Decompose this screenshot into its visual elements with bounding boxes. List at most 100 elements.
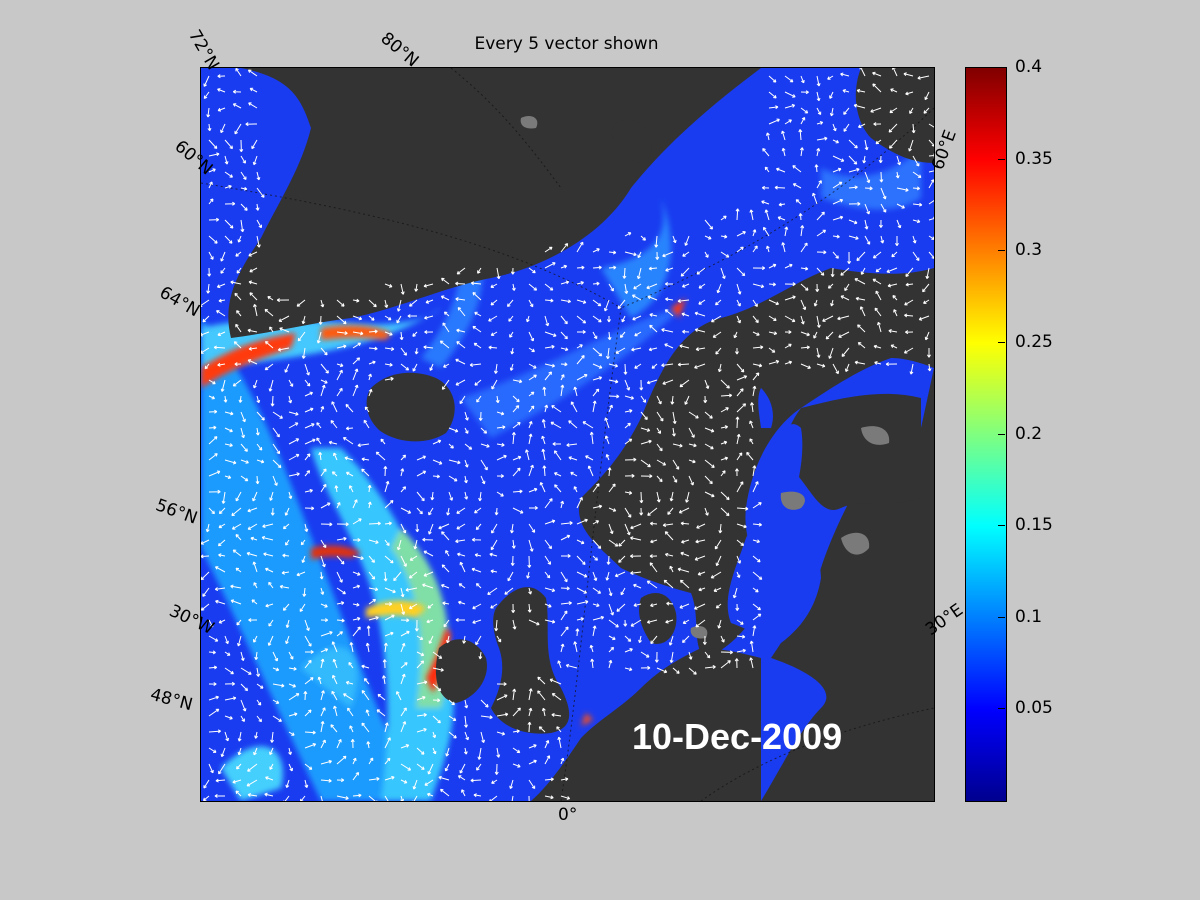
vector-arrow	[585, 455, 594, 461]
vector-arrow	[672, 459, 680, 470]
vector-arrow	[347, 707, 354, 717]
vector-arrow	[408, 571, 418, 579]
vector-arrow	[554, 484, 562, 493]
vector-arrow	[832, 363, 839, 375]
vector-arrow	[832, 251, 839, 259]
vector-arrow	[304, 763, 313, 770]
vector-arrow	[752, 283, 765, 289]
vector-arrow	[208, 747, 217, 753]
vector-arrow	[491, 379, 498, 390]
vector-arrow	[224, 184, 232, 189]
vector-arrow	[320, 631, 333, 637]
vector-arrow	[896, 219, 902, 229]
vector-arrow	[665, 267, 674, 272]
vector-arrow	[843, 123, 850, 132]
vector-arrow	[250, 536, 258, 541]
vector-arrow	[844, 283, 850, 292]
vector-arrow	[814, 164, 819, 173]
vector-arrow	[694, 363, 706, 369]
vector-arrow	[624, 473, 635, 478]
vector-arrow	[384, 775, 395, 781]
vector-arrow	[474, 553, 482, 558]
vector-arrow	[256, 219, 262, 229]
vector-arrow	[606, 555, 611, 565]
vector-arrow	[470, 778, 482, 783]
vector-arrow	[560, 243, 569, 253]
colorbar-tick-label: 0.25	[1015, 331, 1053, 352]
vector-arrow	[285, 635, 290, 645]
vector-arrow	[592, 400, 597, 413]
vector-arrow	[752, 372, 760, 381]
vector-arrow	[235, 491, 242, 502]
vector-arrow	[464, 459, 469, 468]
vector-arrow	[446, 507, 450, 516]
vector-arrow	[552, 441, 562, 446]
vector-arrow	[816, 315, 821, 328]
vector-arrow	[234, 123, 242, 135]
vector-arrow	[528, 331, 535, 342]
vector-arrow	[426, 619, 434, 624]
vector-arrow	[441, 379, 450, 390]
vector-arrow	[201, 299, 210, 307]
vector-arrow	[872, 251, 882, 259]
vector-arrow	[247, 328, 258, 333]
vector-arrow	[551, 405, 562, 413]
vector-arrow	[704, 491, 715, 498]
vector-arrow	[265, 603, 274, 608]
vector-arrow	[478, 651, 483, 660]
vector-arrow	[249, 292, 258, 301]
vector-arrow	[909, 363, 914, 375]
vector-arrow	[570, 471, 578, 477]
vector-arrow	[512, 405, 520, 413]
vector-arrow	[424, 315, 434, 320]
vector-arrow	[208, 635, 219, 642]
vector-arrow	[432, 667, 444, 672]
vector-arrow	[879, 171, 884, 183]
vector-arrow	[542, 465, 547, 477]
vector-arrow	[208, 152, 220, 157]
vector-arrow	[201, 603, 210, 611]
vector-arrow	[208, 235, 218, 244]
vector-arrow	[276, 298, 290, 303]
vector-arrow	[384, 722, 389, 733]
vector-arrow	[560, 347, 569, 352]
vector-arrow	[487, 587, 498, 595]
vector-arrow	[798, 129, 803, 141]
vector-arrow	[240, 155, 246, 164]
vector-arrow	[857, 324, 866, 333]
vector-arrow	[615, 347, 626, 354]
vector-arrow	[383, 642, 388, 653]
vector-arrow	[247, 763, 258, 772]
vector-arrow	[424, 779, 434, 786]
vector-arrow	[477, 747, 482, 760]
vector-arrow	[272, 667, 280, 672]
vector-arrow	[528, 795, 530, 801]
vector-arrow	[656, 411, 664, 422]
vector-arrow	[570, 401, 578, 413]
vector-arrow	[841, 347, 850, 357]
vector-arrow	[336, 369, 343, 381]
vector-arrow	[416, 680, 428, 685]
vector-arrow	[509, 331, 514, 338]
baltic-sea	[727, 388, 821, 643]
vector-arrow	[924, 331, 930, 341]
vector-arrow	[208, 251, 214, 260]
vector-arrow	[704, 379, 710, 389]
vector-arrow	[649, 324, 658, 333]
vector-arrow	[336, 755, 347, 765]
vector-arrow	[510, 267, 515, 275]
vector-arrow	[217, 539, 226, 547]
vector-arrow	[528, 539, 534, 552]
vector-arrow	[218, 553, 226, 558]
vector-arrow	[448, 443, 454, 449]
vector-arrow	[352, 342, 362, 349]
vector-arrow	[781, 242, 786, 253]
vector-arrow	[512, 707, 521, 717]
vector-arrow	[445, 747, 450, 757]
vector-arrow	[318, 315, 323, 325]
vector-arrow	[816, 250, 827, 255]
vector-arrow	[624, 457, 637, 462]
vector-arrow	[752, 363, 763, 368]
vector-arrow	[784, 282, 796, 287]
